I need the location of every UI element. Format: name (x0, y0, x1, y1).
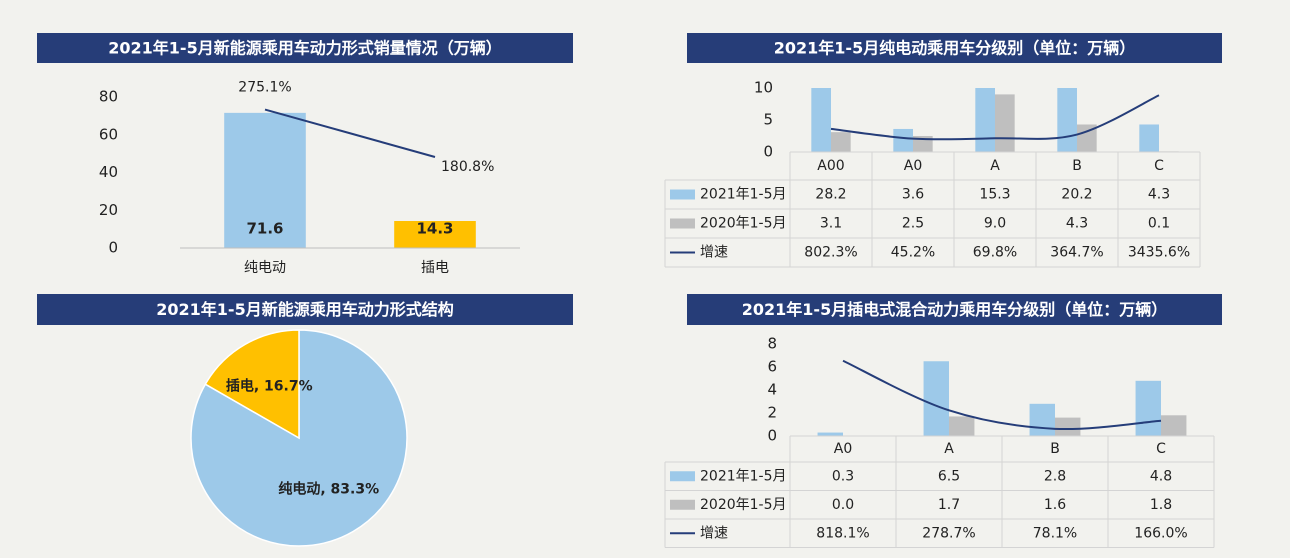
chart-title: 2021年1-5月新能源乘用车动力形式结构 (156, 300, 453, 319)
y-tick-label: 40 (99, 163, 118, 181)
legend-label: 增速 (700, 525, 728, 541)
table-cell: 1.7 (938, 497, 960, 513)
table-header: A00 (817, 158, 844, 174)
table-header: A0 (834, 441, 852, 457)
y-tick-label: 4 (767, 381, 777, 399)
legend-label: 增速 (700, 245, 728, 261)
legend-label: 2020年1-5月 (700, 216, 787, 232)
table-header: A0 (904, 158, 922, 174)
title-bar (687, 33, 1222, 63)
y-tick-label: 8 (767, 335, 777, 353)
chart-title: 2021年1-5月纯电动乘用车分级别（单位：万辆） (774, 39, 1135, 58)
bar (893, 128, 913, 152)
table-header: B (1072, 158, 1082, 174)
table-cell: 6.5 (938, 468, 960, 484)
pie-label: 插电, 16.7% (226, 378, 313, 395)
bar (224, 112, 306, 248)
bar (1077, 124, 1097, 152)
y-tick-label: 60 (99, 125, 118, 143)
y-tick-label: 0 (108, 239, 118, 257)
x-tick-label: 插电 (421, 260, 449, 276)
table-cell: 0.3 (832, 468, 854, 484)
line-label: 180.8% (441, 159, 494, 175)
x-tick-label: 纯电动 (244, 260, 286, 276)
table-cell: 0.0 (832, 497, 854, 513)
legend-swatch (670, 499, 695, 510)
bar (831, 132, 851, 152)
table-cell: 3.6 (902, 187, 924, 203)
y-tick-label: 0 (767, 427, 777, 445)
chart-title: 2021年1-5月插电式混合动力乘用车分级别（单位：万辆） (742, 300, 1167, 319)
chart-title: 2021年1-5月新能源乘用车动力形式销量情况（万辆） (108, 39, 501, 58)
table-cell: 1.8 (1150, 497, 1172, 513)
bar-label: 14.3 (416, 220, 453, 238)
legend-label: 2021年1-5月 (700, 468, 787, 484)
legend-label: 2021年1-5月 (700, 187, 787, 203)
table-cell: 9.0 (984, 216, 1006, 232)
table-cell: 69.8% (973, 245, 1017, 261)
table-cell: 818.1% (816, 525, 869, 541)
table-header: A (944, 441, 954, 457)
table-cell: 166.0% (1134, 525, 1187, 541)
bar (995, 94, 1015, 152)
growth-line (830, 94, 1160, 141)
y-tick-label: 5 (763, 111, 773, 129)
y-tick-label: 0 (763, 143, 773, 161)
table-cell: 4.8 (1150, 468, 1172, 484)
bar (811, 88, 831, 152)
y-tick-label: 80 (99, 88, 118, 106)
legend-swatch (670, 218, 695, 229)
table-cell: 45.2% (891, 245, 935, 261)
bar (1055, 417, 1081, 436)
bar (1139, 124, 1159, 152)
table-cell: 2.8 (1044, 468, 1066, 484)
pie-label: 纯电动, 83.3% (278, 480, 379, 497)
title-bar (37, 33, 573, 63)
legend-swatch (670, 471, 695, 482)
bar (1029, 403, 1055, 436)
table-cell: 802.3% (804, 245, 857, 261)
table-header: B (1050, 441, 1060, 457)
bar-label: 71.6 (246, 220, 283, 238)
table-cell: 1.6 (1044, 497, 1066, 513)
line-label: 275.1% (238, 80, 291, 96)
bar (949, 416, 975, 436)
table-cell: 278.7% (922, 525, 975, 541)
table-cell: 28.2 (815, 187, 846, 203)
y-tick-label: 10 (754, 79, 773, 97)
legend-label: 2020年1-5月 (700, 497, 787, 513)
pie-slice (204, 329, 300, 440)
table-cell: 2.5 (902, 216, 924, 232)
y-tick-label: 6 (767, 358, 777, 376)
growth-line (842, 359, 1162, 431)
bar (394, 221, 476, 248)
y-tick-label: 20 (99, 201, 118, 219)
y-tick-label: 2 (767, 404, 777, 422)
table-cell: 4.3 (1148, 187, 1170, 203)
title-bar (687, 294, 1222, 325)
table-cell: 15.3 (979, 187, 1010, 203)
table-header: C (1154, 158, 1164, 174)
table-header: C (1156, 441, 1166, 457)
bar (1135, 380, 1161, 436)
title-bar (37, 294, 573, 325)
table-cell: 3435.6% (1128, 245, 1190, 261)
table-cell: 4.3 (1066, 216, 1088, 232)
table-cell: 78.1% (1033, 525, 1077, 541)
growth-line (264, 108, 436, 158)
table-cell: 0.1 (1148, 216, 1170, 232)
table-cell: 3.1 (820, 216, 842, 232)
bar (817, 432, 843, 436)
table-header: A (990, 158, 1000, 174)
table-cell: 364.7% (1050, 245, 1103, 261)
legend-swatch (670, 189, 695, 200)
bar (923, 361, 949, 436)
bar (975, 88, 995, 152)
bar (1161, 415, 1187, 436)
table-cell: 20.2 (1061, 187, 1092, 203)
